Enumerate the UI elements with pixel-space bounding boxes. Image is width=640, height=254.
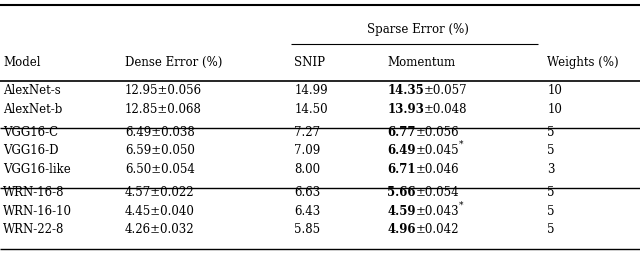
Text: ±0.043: ±0.043 [416, 204, 460, 217]
Text: 12.95±0.056: 12.95±0.056 [125, 84, 202, 97]
Text: ±0.056: ±0.056 [416, 126, 460, 138]
Text: 4.57±0.022: 4.57±0.022 [125, 186, 195, 198]
Text: 6.49±0.038: 6.49±0.038 [125, 126, 195, 138]
Text: 4.26±0.032: 4.26±0.032 [125, 222, 195, 235]
Text: 5: 5 [547, 222, 555, 235]
Text: ±0.046: ±0.046 [416, 162, 460, 175]
Text: 6.43: 6.43 [294, 204, 321, 217]
Text: Model: Model [3, 56, 41, 69]
Text: AlexNet-b: AlexNet-b [3, 102, 63, 115]
Text: 5: 5 [547, 144, 555, 157]
Text: ±0.048: ±0.048 [424, 102, 468, 115]
Text: 14.99: 14.99 [294, 84, 328, 97]
Text: 5: 5 [547, 186, 555, 198]
Text: VGG16-D: VGG16-D [3, 144, 59, 157]
Text: Dense Error (%): Dense Error (%) [125, 56, 222, 69]
Text: 4.45±0.040: 4.45±0.040 [125, 204, 195, 217]
Text: 10: 10 [547, 84, 562, 97]
Text: 13.93: 13.93 [387, 102, 424, 115]
Text: 4.96: 4.96 [387, 222, 416, 235]
Text: Weights (%): Weights (%) [547, 56, 619, 69]
Text: SNIP: SNIP [294, 56, 325, 69]
Text: 6.49: 6.49 [387, 144, 416, 157]
Text: 12.85±0.068: 12.85±0.068 [125, 102, 202, 115]
Text: 6.63: 6.63 [294, 186, 321, 198]
Text: Momentum: Momentum [387, 56, 455, 69]
Text: ±0.054: ±0.054 [416, 186, 460, 198]
Text: 14.50: 14.50 [294, 102, 328, 115]
Text: 5: 5 [547, 204, 555, 217]
Text: WRN-16-8: WRN-16-8 [3, 186, 65, 198]
Text: 6.77: 6.77 [387, 126, 416, 138]
Text: 4.59: 4.59 [387, 204, 416, 217]
Text: 6.71: 6.71 [387, 162, 416, 175]
Text: 8.00: 8.00 [294, 162, 321, 175]
Text: *: * [460, 199, 464, 209]
Text: 3: 3 [547, 162, 555, 175]
Text: ±0.057: ±0.057 [424, 84, 468, 97]
Text: WRN-16-10: WRN-16-10 [3, 204, 72, 217]
Text: 5: 5 [547, 126, 555, 138]
Text: 6.59±0.050: 6.59±0.050 [125, 144, 195, 157]
Text: VGG16-like: VGG16-like [3, 162, 71, 175]
Text: Sparse Error (%): Sparse Error (%) [367, 23, 468, 36]
Text: VGG16-C: VGG16-C [3, 126, 58, 138]
Text: AlexNet-s: AlexNet-s [3, 84, 61, 97]
Text: ±0.045: ±0.045 [416, 144, 460, 157]
Text: 10: 10 [547, 102, 562, 115]
Text: 5.66: 5.66 [387, 186, 416, 198]
Text: 7.09: 7.09 [294, 144, 321, 157]
Text: 6.50±0.054: 6.50±0.054 [125, 162, 195, 175]
Text: 5.85: 5.85 [294, 222, 321, 235]
Text: WRN-22-8: WRN-22-8 [3, 222, 65, 235]
Text: *: * [460, 139, 464, 149]
Text: 14.35: 14.35 [387, 84, 424, 97]
Text: 7.27: 7.27 [294, 126, 321, 138]
Text: ±0.042: ±0.042 [416, 222, 460, 235]
